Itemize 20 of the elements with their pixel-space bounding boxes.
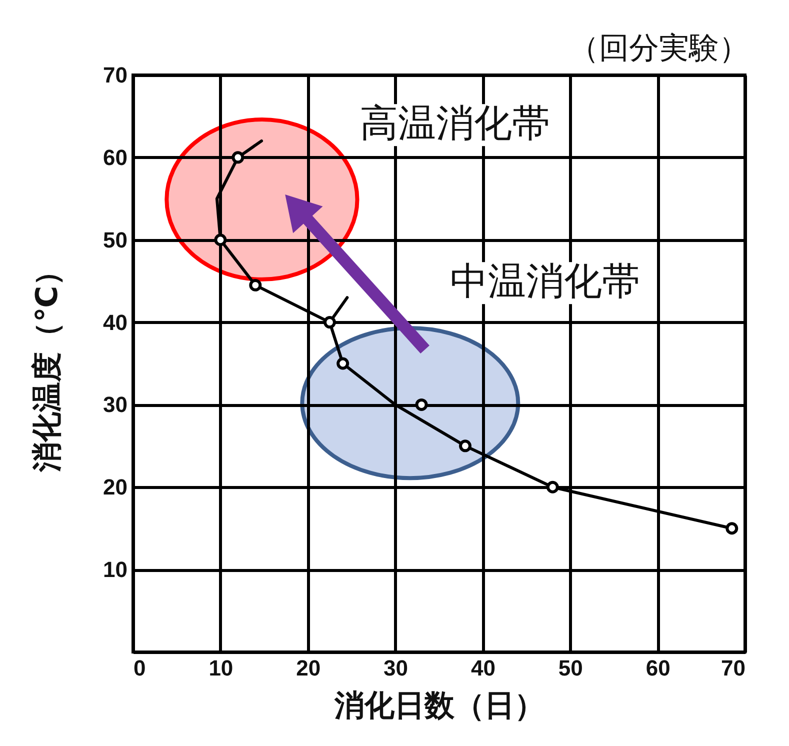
x-tick-label: 50 <box>558 656 583 680</box>
x-tick-label: 10 <box>208 656 234 680</box>
x-tick-label: 30 <box>384 656 408 680</box>
x-tick-label: 60 <box>646 656 670 680</box>
y-tick-label: 20 <box>103 474 128 500</box>
y-tick-label: 50 <box>103 227 128 252</box>
y-tick-label: 60 <box>103 144 128 170</box>
annotation: 高温消化帯 <box>360 103 550 146</box>
annotation: 中温消化帯 <box>450 261 640 304</box>
y-axis-title: 消化温度（℃） <box>30 256 64 474</box>
x-axis-title: 消化日数（日） <box>334 690 544 722</box>
x-tick-label: 0 <box>134 656 146 680</box>
y-tick-label: 70 <box>103 62 128 88</box>
x-tick-label: 40 <box>470 656 496 680</box>
chart-subtitle: （回分実験） <box>569 30 749 68</box>
x-tick-label: 70 <box>721 656 746 680</box>
x-tick-label: 20 <box>296 656 321 680</box>
y-tick-label: 10 <box>103 557 128 582</box>
y-tick-label: 40 <box>103 310 128 335</box>
y-tick-label: 30 <box>103 392 128 418</box>
